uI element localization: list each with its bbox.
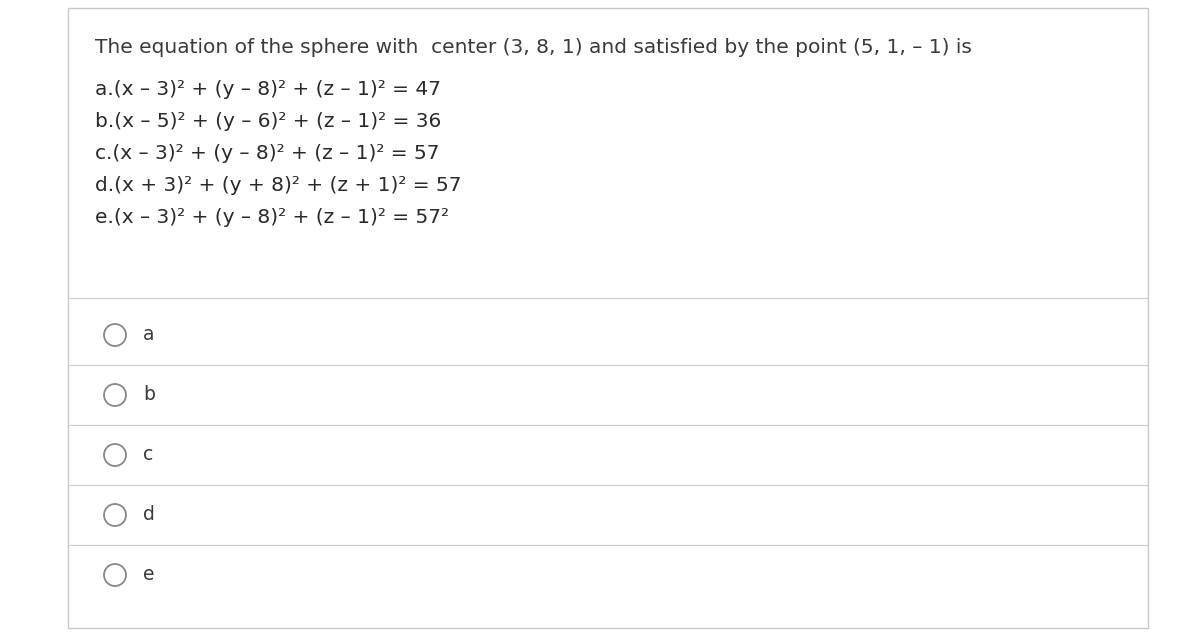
Text: e: e <box>143 565 155 584</box>
Text: e.(x – 3)² + (y – 8)² + (z – 1)² = 57²: e.(x – 3)² + (y – 8)² + (z – 1)² = 57² <box>95 208 449 227</box>
Text: b: b <box>143 385 155 404</box>
Text: c.(x – 3)² + (y – 8)² + (z – 1)² = 57: c.(x – 3)² + (y – 8)² + (z – 1)² = 57 <box>95 144 439 163</box>
Text: d: d <box>143 506 155 525</box>
Text: The equation of the sphere with  center (3, 8, 1) and satisfied by the point (5,: The equation of the sphere with center (… <box>95 38 972 57</box>
Text: a: a <box>143 326 155 345</box>
Text: c: c <box>143 445 154 464</box>
Text: a.(x – 3)² + (y – 8)² + (z – 1)² = 47: a.(x – 3)² + (y – 8)² + (z – 1)² = 47 <box>95 80 442 99</box>
Text: d.(x + 3)² + (y + 8)² + (z + 1)² = 57: d.(x + 3)² + (y + 8)² + (z + 1)² = 57 <box>95 176 462 195</box>
Text: b.(x – 5)² + (y – 6)² + (z – 1)² = 36: b.(x – 5)² + (y – 6)² + (z – 1)² = 36 <box>95 112 442 131</box>
